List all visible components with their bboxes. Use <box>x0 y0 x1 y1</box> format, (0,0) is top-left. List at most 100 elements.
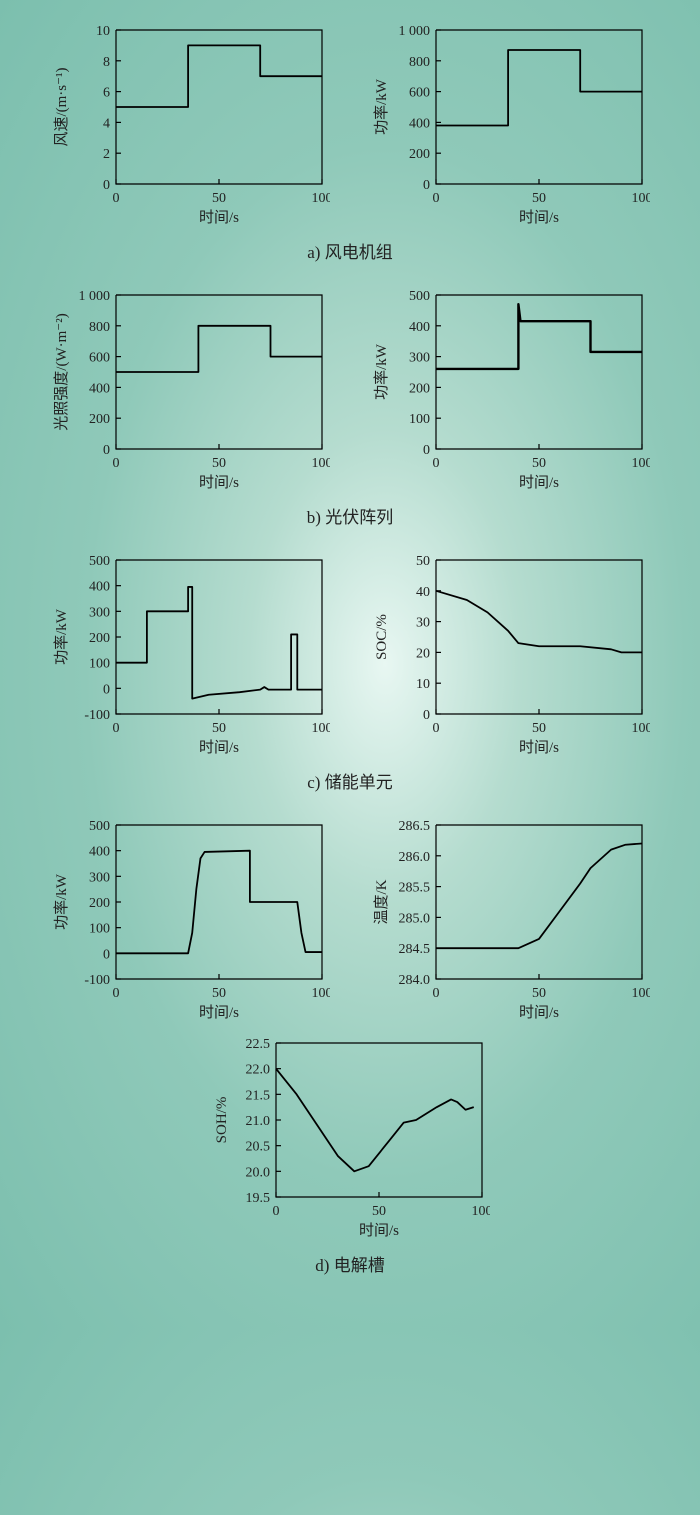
svg-text:6: 6 <box>103 86 110 101</box>
svg-text:400: 400 <box>89 381 110 396</box>
svg-text:0: 0 <box>433 721 440 736</box>
svg-text:400: 400 <box>409 320 430 335</box>
svg-text:0: 0 <box>423 708 430 723</box>
svg-text:600: 600 <box>89 351 110 366</box>
svg-text:100: 100 <box>409 412 430 427</box>
svg-text:285.5: 285.5 <box>399 881 431 896</box>
svg-text:0: 0 <box>103 443 110 458</box>
svg-text:温度/K: 温度/K <box>373 879 390 924</box>
svg-text:300: 300 <box>409 351 430 366</box>
svg-text:500: 500 <box>89 819 110 834</box>
row-d2: 05010019.520.020.521.021.522.022.5时间/sSO… <box>0 1033 700 1243</box>
svg-text:0: 0 <box>113 191 120 206</box>
svg-text:2: 2 <box>103 147 110 162</box>
svg-text:500: 500 <box>409 289 430 304</box>
svg-text:50: 50 <box>532 721 546 736</box>
svg-text:100: 100 <box>632 191 651 206</box>
svg-text:0: 0 <box>113 986 120 1001</box>
svg-text:0: 0 <box>433 986 440 1001</box>
svg-text:100: 100 <box>472 1204 491 1219</box>
svg-text:100: 100 <box>312 986 331 1001</box>
svg-text:400: 400 <box>409 116 430 131</box>
svg-text:21.0: 21.0 <box>246 1114 271 1129</box>
svg-text:20.0: 20.0 <box>246 1165 271 1180</box>
svg-text:40: 40 <box>416 585 430 600</box>
svg-text:20.5: 20.5 <box>246 1140 271 1155</box>
svg-text:0: 0 <box>423 443 430 458</box>
row-b: 05010002004006008001 000时间/s光照强度/(W·m⁻²)… <box>0 285 700 495</box>
svg-text:284.5: 284.5 <box>399 942 431 957</box>
chart-d2: 050100284.0284.5285.0285.5286.0286.5时间/s… <box>370 815 650 1025</box>
svg-text:50: 50 <box>532 191 546 206</box>
row-c: 050100-1000100200300400500时间/s功率/kW 0501… <box>0 550 700 760</box>
chart-b1: 05010002004006008001 000时间/s光照强度/(W·m⁻²) <box>50 285 330 495</box>
svg-text:200: 200 <box>89 896 110 911</box>
svg-text:0: 0 <box>423 178 430 193</box>
svg-text:284.0: 284.0 <box>399 973 431 988</box>
svg-text:10: 10 <box>416 677 430 692</box>
svg-text:0: 0 <box>113 721 120 736</box>
svg-text:时间/s: 时间/s <box>519 209 559 226</box>
svg-text:400: 400 <box>89 580 110 595</box>
caption-c: c) 储能单元 <box>0 768 700 793</box>
svg-text:50: 50 <box>532 456 546 471</box>
svg-text:30: 30 <box>416 616 430 631</box>
caption-a: a) 风电机组 <box>0 238 700 263</box>
chart-d3: 05010019.520.020.521.021.522.022.5时间/sSO… <box>210 1033 490 1243</box>
svg-text:时间/s: 时间/s <box>199 739 239 756</box>
svg-text:600: 600 <box>409 86 430 101</box>
svg-text:时间/s: 时间/s <box>359 1222 399 1239</box>
chart-c1: 050100-1000100200300400500时间/s功率/kW <box>50 550 330 760</box>
svg-text:光照强度/(W·m⁻²): 光照强度/(W·m⁻²) <box>53 313 70 430</box>
svg-text:8: 8 <box>103 55 110 70</box>
row-d1: 050100-1000100200300400500时间/s功率/kW 0501… <box>0 815 700 1025</box>
svg-text:200: 200 <box>409 381 430 396</box>
svg-text:21.5: 21.5 <box>246 1088 271 1103</box>
svg-text:0: 0 <box>273 1204 280 1219</box>
svg-text:200: 200 <box>409 147 430 162</box>
chart-a2: 05010002004006008001 000时间/s功率/kW <box>370 20 650 230</box>
svg-text:100: 100 <box>89 922 110 937</box>
svg-text:SOH/%: SOH/% <box>214 1097 230 1144</box>
svg-text:500: 500 <box>89 554 110 569</box>
svg-text:800: 800 <box>89 320 110 335</box>
svg-text:100: 100 <box>312 721 331 736</box>
caption-b: b) 光伏阵列 <box>0 503 700 528</box>
figure-page: 0501000246810时间/s风速/(m·s⁻¹) 050100020040… <box>0 0 700 1328</box>
svg-text:SOC/%: SOC/% <box>374 614 390 660</box>
chart-d1: 050100-1000100200300400500时间/s功率/kW <box>50 815 330 1025</box>
svg-text:200: 200 <box>89 631 110 646</box>
svg-text:285.0: 285.0 <box>399 911 431 926</box>
svg-text:-100: -100 <box>84 973 110 988</box>
svg-text:50: 50 <box>212 986 226 1001</box>
svg-text:300: 300 <box>89 870 110 885</box>
svg-text:100: 100 <box>312 191 331 206</box>
svg-text:50: 50 <box>532 986 546 1001</box>
svg-text:1 000: 1 000 <box>79 289 111 304</box>
svg-text:0: 0 <box>103 682 110 697</box>
svg-text:时间/s: 时间/s <box>199 1004 239 1021</box>
svg-text:0: 0 <box>113 456 120 471</box>
svg-text:功率/kW: 功率/kW <box>53 608 70 665</box>
svg-text:1 000: 1 000 <box>399 24 431 39</box>
svg-text:20: 20 <box>416 646 430 661</box>
svg-text:400: 400 <box>89 845 110 860</box>
chart-a1: 0501000246810时间/s风速/(m·s⁻¹) <box>50 20 330 230</box>
svg-text:50: 50 <box>212 191 226 206</box>
svg-text:4: 4 <box>103 116 110 131</box>
svg-text:100: 100 <box>632 986 651 1001</box>
svg-text:0: 0 <box>103 947 110 962</box>
svg-text:100: 100 <box>312 456 331 471</box>
svg-text:0: 0 <box>103 178 110 193</box>
svg-text:200: 200 <box>89 412 110 427</box>
svg-text:100: 100 <box>89 657 110 672</box>
svg-text:100: 100 <box>632 456 651 471</box>
svg-text:10: 10 <box>96 24 110 39</box>
svg-text:22.0: 22.0 <box>246 1063 271 1078</box>
svg-text:22.5: 22.5 <box>246 1037 271 1052</box>
svg-text:-100: -100 <box>84 708 110 723</box>
svg-text:时间/s: 时间/s <box>519 474 559 491</box>
svg-text:时间/s: 时间/s <box>199 474 239 491</box>
svg-text:功率/kW: 功率/kW <box>373 78 390 135</box>
svg-text:功率/kW: 功率/kW <box>373 343 390 400</box>
